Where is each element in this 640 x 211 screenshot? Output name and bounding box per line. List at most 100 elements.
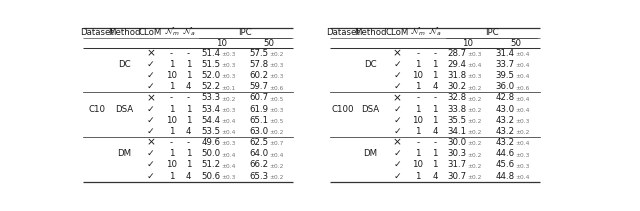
Text: ±0.3: ±0.3 [221, 141, 236, 146]
Text: ±0.2: ±0.2 [467, 175, 482, 180]
Text: 1: 1 [169, 60, 174, 69]
Text: 1: 1 [432, 160, 438, 169]
Text: $\checkmark$: $\checkmark$ [147, 127, 155, 136]
Text: $\times$: $\times$ [392, 93, 402, 103]
Text: ±0.2: ±0.2 [269, 164, 284, 169]
Text: 53.4: 53.4 [201, 105, 220, 114]
Text: 49.6: 49.6 [201, 138, 220, 147]
Text: ±0.4: ±0.4 [516, 52, 530, 57]
Text: 1: 1 [415, 149, 420, 158]
Text: $\checkmark$: $\checkmark$ [147, 82, 155, 91]
Text: 53.3: 53.3 [201, 93, 220, 102]
Text: ±0.2: ±0.2 [269, 175, 284, 180]
Text: -: - [170, 138, 173, 147]
Text: 10: 10 [166, 160, 177, 169]
Text: ±0.4: ±0.4 [221, 119, 236, 124]
Text: 31.8: 31.8 [447, 71, 467, 80]
Text: $\times$: $\times$ [146, 48, 156, 58]
Text: 4: 4 [432, 82, 438, 91]
Text: 50.6: 50.6 [201, 172, 220, 181]
Text: 1: 1 [186, 71, 191, 80]
Text: 63.0: 63.0 [249, 127, 268, 136]
Text: 28.7: 28.7 [447, 49, 467, 58]
Text: ±0.2: ±0.2 [467, 119, 482, 124]
Text: ±0.4: ±0.4 [221, 153, 236, 158]
Text: -: - [433, 93, 436, 102]
Text: 10: 10 [462, 39, 473, 47]
Text: 57.5: 57.5 [249, 49, 268, 58]
Text: ±0.4: ±0.4 [221, 130, 236, 135]
Text: 1: 1 [169, 127, 174, 136]
Text: 31.4: 31.4 [495, 49, 515, 58]
Text: 1: 1 [186, 160, 191, 169]
Text: ±0.2: ±0.2 [516, 130, 530, 135]
Text: ±0.5: ±0.5 [269, 97, 284, 102]
Text: 30.2: 30.2 [447, 82, 467, 91]
Text: 44.6: 44.6 [495, 149, 515, 158]
Text: 50: 50 [264, 39, 275, 47]
Text: -: - [187, 138, 190, 147]
Text: DSA: DSA [362, 105, 380, 114]
Text: ±0.4: ±0.4 [516, 63, 530, 68]
Text: ±0.2: ±0.2 [467, 153, 482, 158]
Text: 1: 1 [169, 172, 174, 181]
Text: 66.2: 66.2 [249, 160, 268, 169]
Text: $\checkmark$: $\checkmark$ [393, 60, 401, 69]
Text: ±0.2: ±0.2 [269, 52, 284, 57]
Text: IPC: IPC [484, 28, 499, 37]
Text: 1: 1 [432, 149, 438, 158]
Text: 1: 1 [432, 116, 438, 125]
Text: DSA: DSA [115, 105, 133, 114]
Text: 1: 1 [186, 116, 191, 125]
Text: 54.4: 54.4 [201, 116, 220, 125]
Text: 10: 10 [166, 116, 177, 125]
Text: ±0.3: ±0.3 [221, 108, 236, 113]
Text: 34.1: 34.1 [447, 127, 467, 136]
Text: ±0.6: ±0.6 [516, 86, 530, 91]
Text: CLoM: CLoM [385, 28, 409, 37]
Text: ±0.3: ±0.3 [516, 164, 530, 169]
Text: $\checkmark$: $\checkmark$ [147, 60, 155, 69]
Text: -: - [170, 93, 173, 102]
Text: -: - [187, 49, 190, 58]
Text: 4: 4 [432, 127, 438, 136]
Text: C100: C100 [332, 105, 355, 114]
Text: ±0.4: ±0.4 [516, 141, 530, 146]
Text: -: - [433, 138, 436, 147]
Text: 1: 1 [415, 127, 420, 136]
Text: ±0.5: ±0.5 [269, 119, 284, 124]
Text: 45.6: 45.6 [495, 160, 515, 169]
Text: 10: 10 [412, 160, 424, 169]
Text: $\mathcal{N}_m$: $\mathcal{N}_m$ [164, 26, 179, 38]
Text: ±0.2: ±0.2 [467, 97, 482, 102]
Text: ±0.2: ±0.2 [467, 130, 482, 135]
Text: IPC: IPC [238, 28, 252, 37]
Text: $\checkmark$: $\checkmark$ [393, 172, 401, 181]
Text: ±0.4: ±0.4 [269, 153, 284, 158]
Text: 43.2: 43.2 [495, 138, 515, 147]
Text: ±0.2: ±0.2 [467, 86, 482, 91]
Text: 65.1: 65.1 [249, 116, 268, 125]
Text: 30.3: 30.3 [447, 149, 467, 158]
Text: 36.0: 36.0 [495, 82, 515, 91]
Text: $\checkmark$: $\checkmark$ [147, 116, 155, 125]
Text: 1: 1 [169, 149, 174, 158]
Text: $\checkmark$: $\checkmark$ [393, 127, 401, 136]
Text: 4: 4 [186, 82, 191, 91]
Text: ±0.2: ±0.2 [467, 141, 482, 146]
Text: $\checkmark$: $\checkmark$ [147, 172, 155, 181]
Text: ±0.4: ±0.4 [221, 164, 236, 169]
Text: $\checkmark$: $\checkmark$ [147, 160, 155, 169]
Text: $\checkmark$: $\checkmark$ [147, 149, 155, 158]
Text: -: - [417, 138, 419, 147]
Text: ±0.3: ±0.3 [269, 63, 284, 68]
Text: ±0.3: ±0.3 [467, 52, 482, 57]
Text: 33.7: 33.7 [495, 60, 515, 69]
Text: 1: 1 [415, 105, 420, 114]
Text: 53.5: 53.5 [201, 127, 220, 136]
Text: 1: 1 [432, 71, 438, 80]
Text: 62.5: 62.5 [249, 138, 268, 147]
Text: 1: 1 [169, 82, 174, 91]
Text: 1: 1 [186, 149, 191, 158]
Text: ±0.3: ±0.3 [516, 153, 530, 158]
